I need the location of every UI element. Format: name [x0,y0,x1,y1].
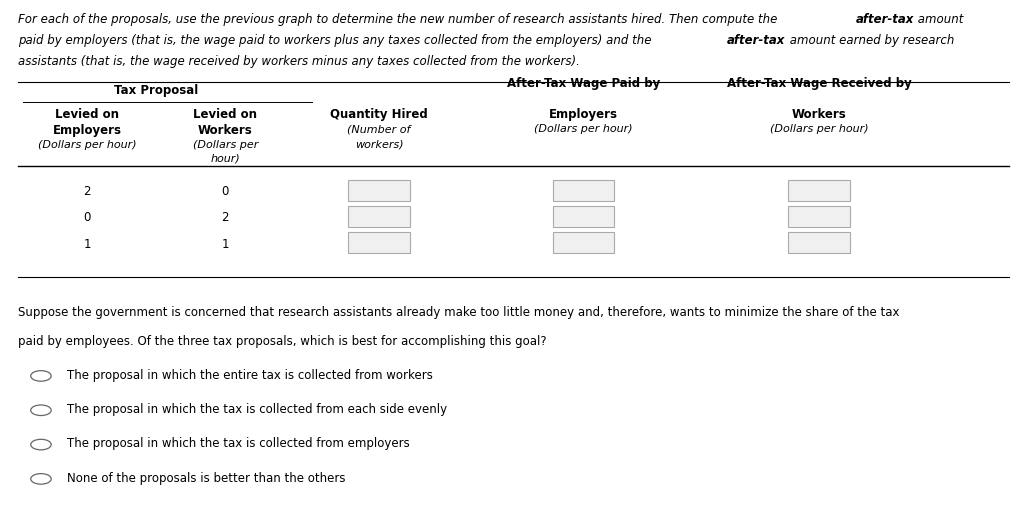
Text: Workers: Workers [198,124,253,137]
FancyBboxPatch shape [348,206,410,227]
Text: After-Tax Wage Paid by: After-Tax Wage Paid by [507,77,660,90]
Text: 0: 0 [83,211,91,224]
Text: Levied on: Levied on [194,108,257,121]
Text: 0: 0 [221,185,229,198]
Text: 1: 1 [83,238,91,251]
Text: The proposal in which the tax is collected from employers: The proposal in which the tax is collect… [67,437,410,450]
Text: amount: amount [914,13,964,26]
Text: 2: 2 [83,185,91,198]
Text: (Dollars per hour): (Dollars per hour) [770,124,868,134]
FancyBboxPatch shape [348,232,410,253]
Text: 1: 1 [221,238,229,251]
Text: Quantity Hired: Quantity Hired [330,108,428,121]
Text: Workers: Workers [792,108,847,121]
Text: workers): workers) [354,140,403,150]
Text: The proposal in which the tax is collected from each side evenly: The proposal in which the tax is collect… [67,403,446,416]
Text: paid by employers (that is, the wage paid to workers plus any taxes collected fr: paid by employers (that is, the wage pai… [18,34,655,48]
Text: 2: 2 [221,211,229,224]
Text: amount earned by research: amount earned by research [786,34,954,48]
Text: Tax Proposal: Tax Proposal [114,84,199,98]
FancyBboxPatch shape [788,180,850,201]
Text: Employers: Employers [52,124,122,137]
Text: (Dollars per: (Dollars per [193,140,258,150]
Text: None of the proposals is better than the others: None of the proposals is better than the… [67,472,345,485]
Text: Suppose the government is concerned that research assistants already make too li: Suppose the government is concerned that… [18,306,900,319]
Text: assistants (that is, the wage received by workers minus any taxes collected from: assistants (that is, the wage received b… [18,55,581,69]
Text: The proposal in which the entire tax is collected from workers: The proposal in which the entire tax is … [67,369,432,382]
FancyBboxPatch shape [788,232,850,253]
Text: hour): hour) [210,153,241,163]
Text: Levied on: Levied on [55,108,119,121]
Text: For each of the proposals, use the previous graph to determine the new number of: For each of the proposals, use the previ… [18,13,781,26]
Text: (Dollars per hour): (Dollars per hour) [535,124,633,134]
Text: after-tax: after-tax [727,34,785,48]
FancyBboxPatch shape [348,180,410,201]
Text: paid by employees. Of the three tax proposals, which is best for accomplishing t: paid by employees. Of the three tax prop… [18,335,547,348]
Text: (Number of: (Number of [347,124,411,134]
Text: After-Tax Wage Received by: After-Tax Wage Received by [727,77,911,90]
Text: Employers: Employers [549,108,618,121]
FancyBboxPatch shape [788,206,850,227]
FancyBboxPatch shape [553,232,614,253]
Text: after-tax: after-tax [856,13,914,26]
FancyBboxPatch shape [553,180,614,201]
FancyBboxPatch shape [553,206,614,227]
Text: (Dollars per hour): (Dollars per hour) [38,140,136,150]
